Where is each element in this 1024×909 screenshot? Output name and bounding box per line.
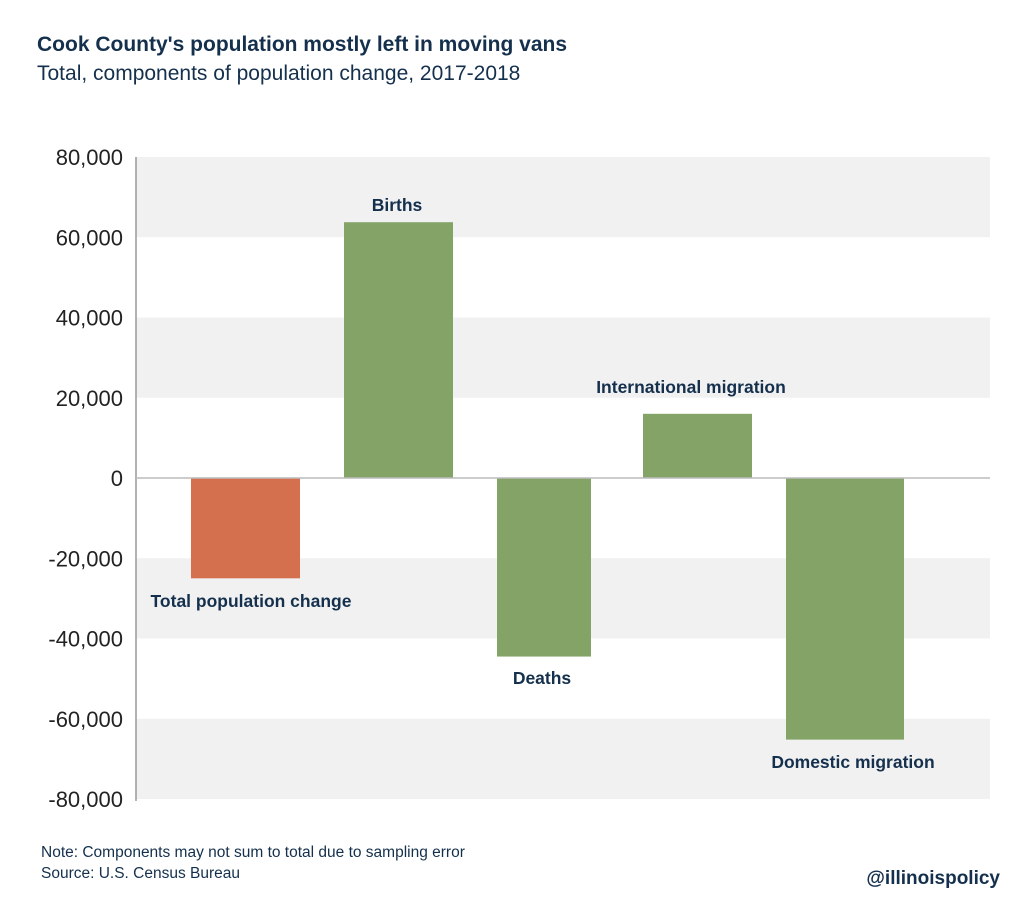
bar-label: International migration	[596, 377, 786, 397]
y-tick-label: 80,000	[56, 145, 123, 170]
bar-label: Births	[372, 195, 423, 215]
y-tick-label: 60,000	[56, 225, 123, 250]
y-tick-label: -40,000	[48, 627, 123, 652]
grid-band	[136, 317, 990, 398]
source-text: Source: U.S. Census Bureau	[41, 865, 241, 882]
grid-band	[136, 157, 990, 238]
bar-label: Total population change	[151, 591, 352, 611]
y-tick-label: 0	[111, 466, 123, 491]
bar	[643, 413, 752, 478]
bar	[191, 478, 300, 579]
bar	[786, 478, 904, 740]
footnote: Note: Components may not sum to total du…	[41, 842, 465, 884]
bar	[344, 222, 453, 478]
y-tick-label: -60,000	[48, 707, 123, 732]
chart-title: Cook County's population mostly left in …	[37, 33, 568, 56]
bar-label: Domestic migration	[771, 752, 934, 772]
y-tick-label: -80,000	[48, 787, 123, 812]
note-text: Note: Components may not sum to total du…	[41, 844, 465, 861]
y-tick-label: -20,000	[48, 546, 123, 571]
social-handle: @illinoispolicy	[866, 868, 1000, 889]
bar	[497, 478, 591, 657]
bar-label: Deaths	[513, 668, 572, 688]
chart-subtitle: Total, components of population change, …	[37, 62, 521, 85]
y-tick-label: 40,000	[56, 306, 123, 331]
y-tick-label: 20,000	[56, 386, 123, 411]
